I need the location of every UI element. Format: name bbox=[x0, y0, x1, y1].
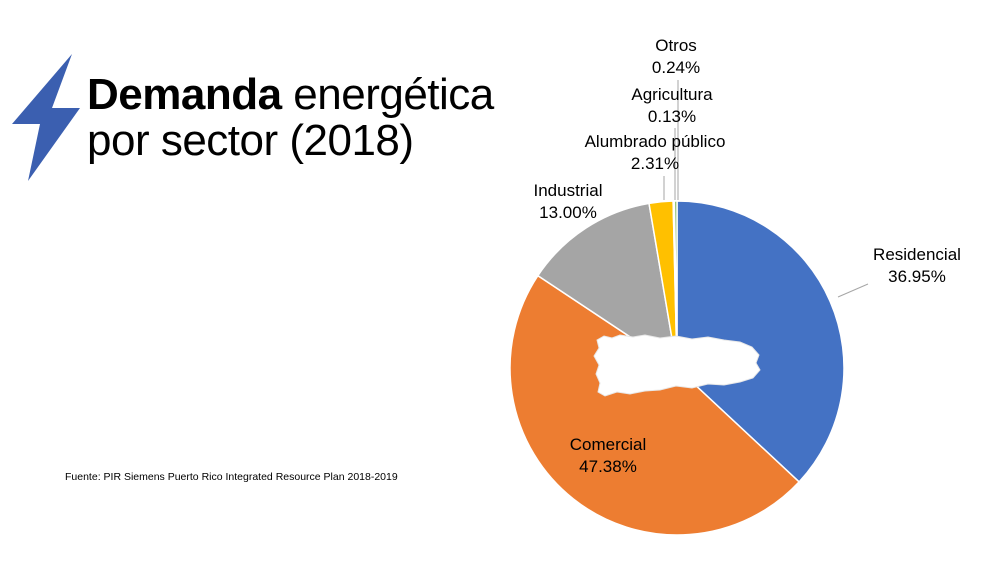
slice-label-comercial: Comercial 47.38% bbox=[570, 435, 647, 476]
source-note: Fuente: PIR Siemens Puerto Rico Integrat… bbox=[65, 471, 398, 483]
slice-label-residencial: Residencial 36.95% bbox=[873, 245, 961, 286]
title-line2: por sector (2018) bbox=[87, 116, 414, 165]
puerto-rico-map-icon bbox=[593, 334, 761, 397]
pie-slice-residencial bbox=[676, 200, 845, 483]
title-bold: Demanda bbox=[87, 70, 282, 119]
pie-slice-otros bbox=[673, 200, 678, 369]
slice-label-otros: Otros 0.24% bbox=[652, 36, 700, 77]
pie-slice-industrial bbox=[536, 202, 679, 370]
leader-lines bbox=[663, 80, 869, 298]
leader-line-residencial bbox=[837, 283, 869, 298]
slice-label-agricultura: Agricultura 0.13% bbox=[631, 85, 713, 126]
slice-label-industrial: Industrial 13.00% bbox=[534, 181, 603, 222]
pie-slices bbox=[509, 200, 845, 536]
lightning-bolt-icon bbox=[12, 54, 80, 181]
title-rest: energética bbox=[281, 70, 494, 119]
page-title: Demanda energética por sector (2018) bbox=[87, 72, 494, 164]
slice-label-alumbrado-publico: Alumbrado público 2.31% bbox=[585, 132, 726, 173]
slice-labels: Residencial 36.95% Comercial 47.38% Industri… bbox=[534, 36, 961, 476]
pie-slice-comercial bbox=[509, 274, 801, 536]
